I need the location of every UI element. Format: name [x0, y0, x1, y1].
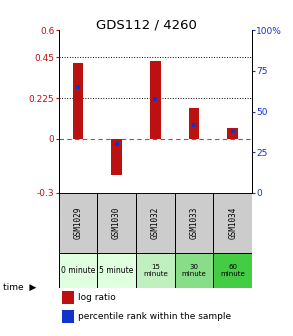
Bar	[150, 61, 161, 139]
Bar	[97, 253, 136, 288]
Point	[153, 96, 158, 101]
Text: GSM1034: GSM1034	[228, 207, 237, 239]
Bar	[175, 193, 213, 253]
Point	[76, 85, 80, 90]
Text: 30
minute: 30 minute	[182, 264, 206, 277]
Text: GSM1032: GSM1032	[151, 207, 160, 239]
Text: log ratio: log ratio	[78, 293, 116, 302]
Bar	[59, 253, 97, 288]
Text: 0 minute: 0 minute	[61, 266, 95, 275]
Text: GSM1030: GSM1030	[112, 207, 121, 239]
Bar	[213, 193, 252, 253]
Bar	[213, 253, 252, 288]
Point	[230, 128, 235, 134]
Point	[114, 141, 119, 147]
Text: time  ▶: time ▶	[3, 283, 36, 292]
Bar	[73, 63, 83, 139]
Bar	[97, 193, 136, 253]
Text: GDS112 / 4260: GDS112 / 4260	[96, 18, 197, 32]
Text: 5 minute: 5 minute	[99, 266, 134, 275]
Text: 15
minute: 15 minute	[143, 264, 168, 277]
Bar	[136, 253, 175, 288]
Text: percentile rank within the sample: percentile rank within the sample	[78, 312, 231, 321]
Bar	[189, 108, 199, 139]
Point	[192, 122, 196, 127]
Bar	[62, 291, 74, 304]
Bar	[175, 253, 213, 288]
Text: GSM1029: GSM1029	[74, 207, 82, 239]
Bar	[111, 139, 122, 175]
Bar	[62, 309, 74, 323]
Bar	[136, 193, 175, 253]
Text: 60
minute: 60 minute	[220, 264, 245, 277]
Bar	[59, 193, 97, 253]
Bar	[227, 128, 238, 139]
Text: GSM1033: GSM1033	[190, 207, 198, 239]
